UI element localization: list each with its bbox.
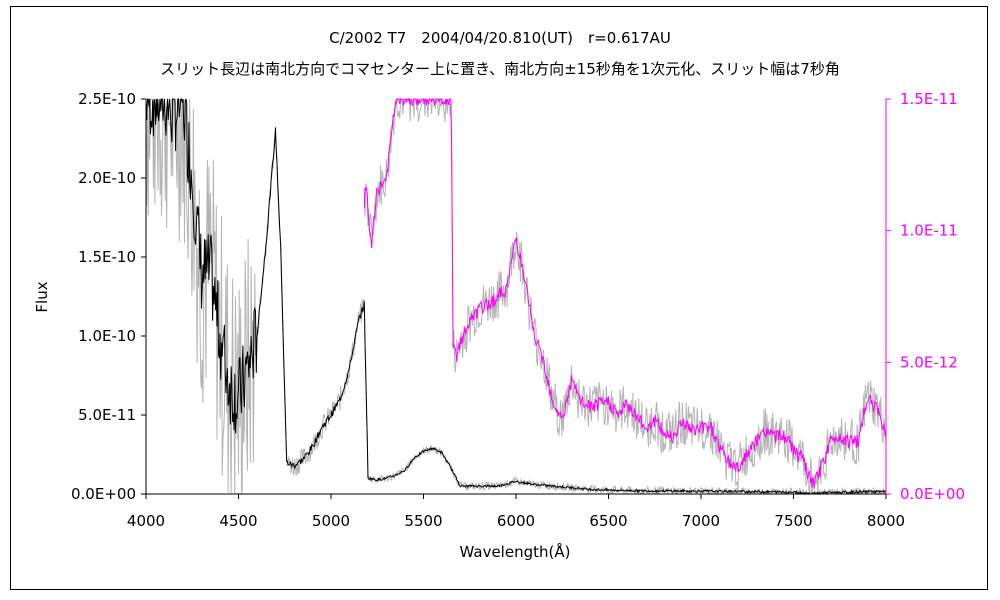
y-right-tick-label: 0.0E+00: [900, 485, 965, 503]
chart-subtitle: スリット長辺は南北方向でコマセンター上に置き、南北方向±15秒角を1次元化、スリ…: [160, 60, 840, 78]
raw-series-left: [145, 98, 887, 496]
y-right-tick-label: 1.5E-11: [900, 90, 958, 108]
x-axis-label: Wavelength(Å): [459, 543, 571, 561]
x-tick-label: 4000: [127, 512, 165, 530]
chart-title: C/2002 T7 2004/04/20.810(UT) r=0.617AU: [329, 29, 671, 47]
raw-series-right: [363, 98, 887, 495]
y-right-tick-label: 5.0E-12: [900, 353, 958, 371]
series-line-left: [145, 98, 887, 495]
y-left-tick-label: 2.5E-10: [78, 90, 136, 108]
x-tick-label: 4500: [219, 512, 257, 530]
x-tick-label: 5500: [404, 512, 442, 530]
x-tick-label: 7500: [774, 512, 812, 530]
x-tick-label: 6500: [589, 512, 627, 530]
y-left-tick-label: 1.0E-10: [78, 327, 136, 345]
x-tick-label: 6000: [497, 512, 535, 530]
x-tick-label: 5000: [312, 512, 350, 530]
smoothed-spectrum-layer: [145, 97, 887, 495]
series-line-right: [363, 97, 887, 488]
y-left-tick-label: 2.0E-10: [78, 169, 136, 187]
x-tick-label: 8000: [867, 512, 905, 530]
axes-layer: 4000 4500 5000 5500 6000 6500 7000 7500 8000 0.0E…: [71, 90, 965, 530]
y-right-tick-label: 1.0E-11: [900, 222, 958, 240]
y-left-tick-label: 1.5E-10: [78, 248, 136, 266]
y-left-tick-label: 0.0E+00: [71, 485, 136, 503]
y-left-tick-label: 5.0E-11: [78, 406, 136, 424]
x-tick-label: 7000: [682, 512, 720, 530]
